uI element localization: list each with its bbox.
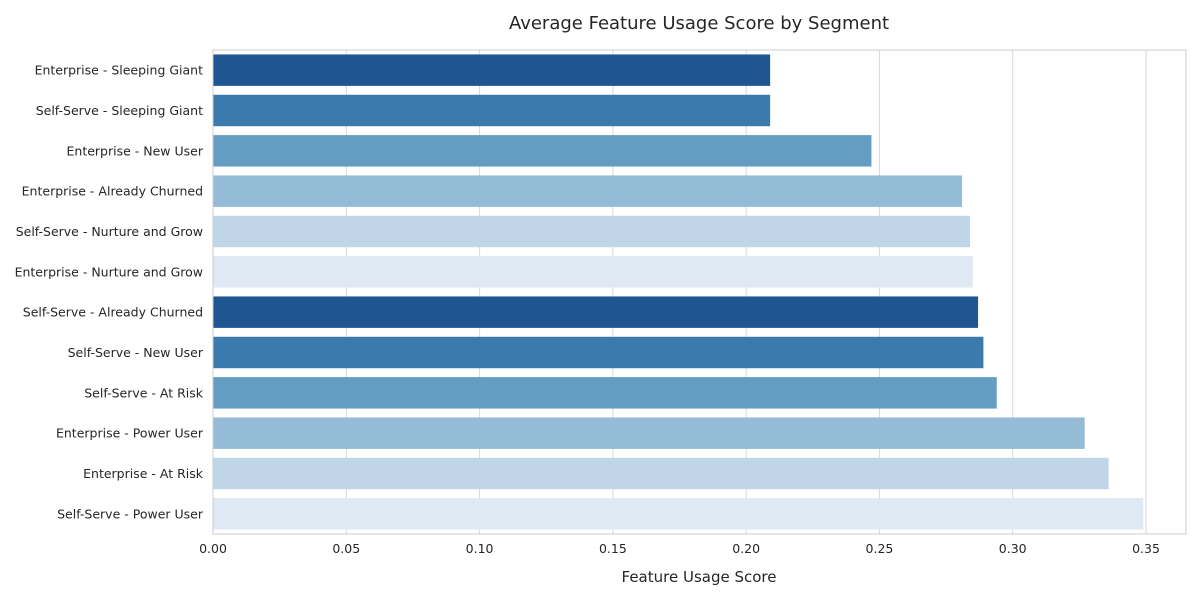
- x-tick-label: 0.15: [599, 541, 627, 556]
- bar: [213, 377, 997, 409]
- plot-frame: [212, 49, 1187, 535]
- category-label: Enterprise - At Risk: [83, 466, 204, 481]
- bar: [213, 175, 963, 207]
- x-axis-label: Feature Usage Score: [622, 568, 777, 586]
- category-label: Self-Serve - Sleeping Giant: [36, 103, 203, 118]
- bar: [213, 296, 979, 328]
- x-tick-label: 0.05: [332, 541, 360, 556]
- grid-lines: [212, 50, 1147, 534]
- x-tick-label: 0.30: [999, 541, 1027, 556]
- x-tick-label: 0.00: [199, 541, 227, 556]
- category-label: Enterprise - Already Churned: [22, 184, 203, 199]
- chart-title: Average Feature Usage Score by Segment: [509, 13, 889, 34]
- category-label: Self-Serve - Power User: [57, 506, 204, 521]
- bar: [213, 94, 771, 127]
- bar: [213, 417, 1085, 449]
- x-tick-label: 0.20: [732, 541, 760, 556]
- x-tick-label: 0.35: [1132, 541, 1160, 556]
- category-label: Self-Serve - Nurture and Grow: [16, 224, 203, 239]
- bar: [213, 135, 872, 167]
- category-labels: Enterprise - Sleeping Giant Self-Serve - …: [15, 63, 204, 522]
- bar: [213, 256, 973, 288]
- category-label: Enterprise - Sleeping Giant: [35, 63, 204, 78]
- x-tick-label: 0.10: [466, 541, 494, 556]
- bar: [213, 215, 971, 248]
- bar: [213, 54, 771, 86]
- category-label: Enterprise - New User: [67, 143, 204, 158]
- bar: [213, 457, 1109, 490]
- bar: [213, 336, 984, 369]
- bars: [213, 54, 1144, 530]
- category-label: Self-Serve - Already Churned: [23, 305, 203, 320]
- category-label: Enterprise - Nurture and Grow: [15, 264, 203, 279]
- category-label: Self-Serve - At Risk: [84, 385, 204, 400]
- category-label: Self-Serve - New User: [68, 345, 204, 360]
- x-tick-label: 0.25: [866, 541, 894, 556]
- x-tick-labels: 0.00 0.05 0.10 0.15 0.20 0.25 0.30 0.35: [199, 541, 1160, 556]
- category-label: Enterprise - Power User: [56, 426, 204, 441]
- bar: [213, 498, 1144, 530]
